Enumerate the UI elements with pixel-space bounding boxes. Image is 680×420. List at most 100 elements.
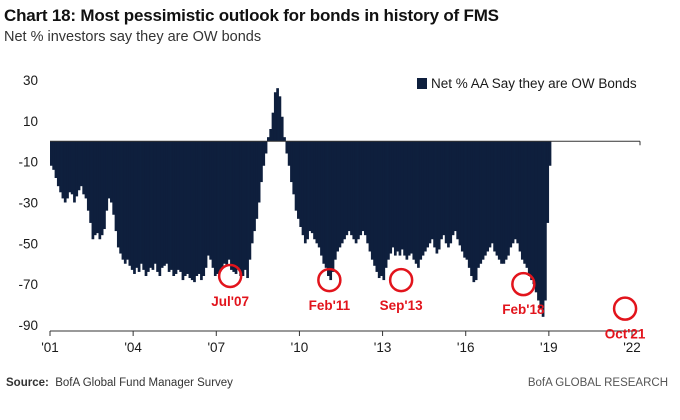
bar	[61, 141, 65, 199]
bar	[216, 141, 219, 274]
highlight-circle	[317, 267, 342, 293]
bar	[156, 141, 159, 272]
bar	[393, 141, 397, 256]
bar	[357, 141, 360, 240]
bar	[474, 141, 478, 281]
y-tick-label: 10	[23, 114, 38, 129]
y-tick-label: -70	[18, 277, 38, 292]
bar	[195, 141, 199, 276]
bar	[70, 141, 74, 195]
bar	[486, 141, 490, 252]
highlight-circle	[612, 296, 638, 321]
bar	[100, 141, 104, 236]
bar	[107, 141, 111, 199]
bar	[276, 88, 279, 142]
y-tick-label: -90	[18, 318, 38, 333]
bar	[176, 141, 180, 270]
bar	[204, 141, 208, 268]
bar	[105, 141, 109, 211]
bar	[146, 141, 150, 272]
bar	[460, 141, 464, 252]
bar	[516, 141, 520, 244]
bar	[306, 141, 309, 240]
bar	[54, 141, 58, 178]
bar	[246, 141, 249, 279]
chart-subtitle: Net % investors say they are OW bonds	[4, 29, 262, 45]
bar	[412, 141, 416, 260]
bar	[398, 141, 402, 256]
bar	[532, 141, 536, 285]
bar	[359, 141, 363, 236]
bar	[119, 141, 122, 254]
bar	[123, 141, 127, 264]
bar	[370, 141, 374, 260]
bar	[52, 141, 56, 170]
bar	[202, 141, 206, 276]
bar	[250, 141, 254, 244]
bar	[345, 141, 349, 236]
bar	[437, 141, 441, 250]
bar	[200, 141, 203, 281]
bar	[315, 141, 319, 244]
bar	[403, 141, 406, 256]
bar	[363, 141, 367, 236]
bar	[114, 141, 118, 232]
bar	[463, 141, 466, 258]
bar	[253, 141, 256, 232]
x-tick-label: '16	[457, 340, 475, 355]
y-tick-label: -10	[18, 155, 38, 170]
legend: Net % AA Say they are OW Bonds	[417, 76, 637, 91]
bar	[479, 141, 483, 264]
bar	[248, 141, 252, 260]
bar	[317, 141, 321, 248]
bar	[548, 141, 552, 166]
bar	[313, 141, 316, 240]
bar	[301, 141, 305, 236]
bar	[96, 141, 99, 234]
bar	[230, 141, 233, 270]
bar	[209, 141, 212, 260]
bar	[283, 137, 286, 142]
bar	[126, 141, 129, 260]
bar	[442, 141, 446, 236]
bar	[465, 141, 469, 260]
bar	[544, 141, 547, 301]
bar	[225, 141, 229, 266]
bar	[68, 141, 72, 193]
bar	[324, 141, 328, 268]
bar	[347, 141, 351, 232]
bar	[527, 141, 531, 276]
bar	[523, 141, 526, 264]
bar	[525, 141, 529, 268]
bar	[260, 141, 263, 183]
bar	[373, 141, 376, 266]
bar	[193, 141, 196, 283]
annotation-label: Feb'11	[309, 298, 351, 313]
bar	[172, 141, 176, 276]
bar	[267, 137, 270, 142]
legend-label: Net % AA Say they are OW Bonds	[431, 76, 637, 91]
bar	[86, 141, 90, 211]
bar	[456, 141, 460, 240]
bar	[183, 141, 187, 276]
bar	[93, 141, 97, 236]
bar	[477, 141, 480, 268]
bar	[433, 141, 436, 248]
bar	[303, 141, 307, 244]
bar	[419, 141, 423, 260]
x-tick-label: '07	[207, 340, 225, 355]
bar	[63, 141, 67, 203]
annotation-label: Oct'21	[605, 327, 646, 342]
bar	[428, 141, 432, 244]
bar	[336, 141, 339, 252]
bar	[264, 141, 268, 154]
highlight-circle	[388, 267, 414, 293]
bar	[484, 141, 487, 256]
bar	[497, 141, 501, 260]
bar	[366, 141, 369, 244]
bar	[121, 141, 125, 260]
bar	[89, 141, 92, 223]
bar	[518, 141, 522, 252]
bar	[329, 141, 333, 281]
bar	[384, 141, 388, 268]
